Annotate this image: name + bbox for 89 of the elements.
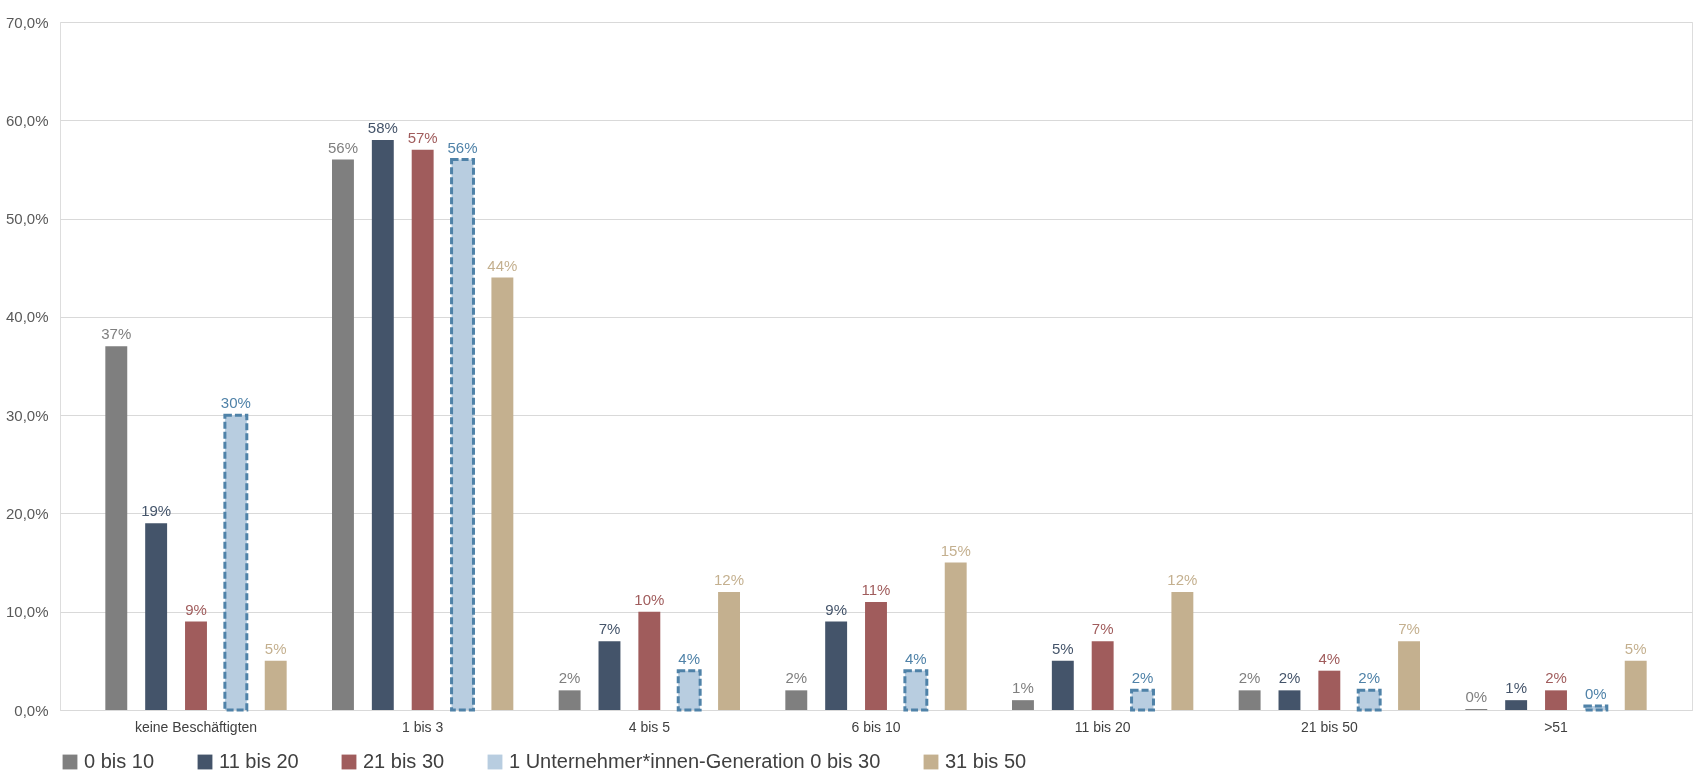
data-label: 44% [487,256,518,274]
data-label: 9% [185,600,207,618]
data-label: 12% [714,571,745,589]
bar [1545,690,1567,710]
bar [145,523,168,710]
bar [371,139,394,710]
bar [558,690,581,710]
data-label: 58% [367,118,398,136]
data-label: 2% [1358,669,1381,687]
data-label: 2% [785,669,808,687]
data-label: 5% [264,639,287,657]
bar [1171,592,1194,710]
legend-label: 11 bis 20 [219,750,299,772]
data-label: 7% [1091,620,1114,638]
x-tick-label: 1 bis 3 [402,718,444,735]
y-tick-label: 0,0% [14,701,49,719]
legend-label: 21 bis 30 [363,750,445,772]
bar [105,346,128,710]
legend-label: 0 bis 10 [84,750,155,772]
data-label: 0% [1585,685,1607,703]
bar [332,159,354,710]
data-label: 1% [1012,679,1034,697]
x-tick-label: 6 bis 10 [851,718,901,735]
data-label: 2% [1238,669,1261,687]
bar [676,669,702,712]
data-label: 4% [1318,649,1341,667]
bar [1505,700,1528,710]
bar [1398,641,1420,710]
data-label: 1% [1505,679,1527,697]
bar [825,621,848,710]
x-tick-label: 4 bis 5 [628,718,671,735]
bar [1091,641,1114,710]
data-label: 2% [1278,669,1301,687]
bar [1051,660,1074,710]
bar [450,158,475,712]
data-label: 12% [1167,571,1198,589]
data-label: 5% [1051,639,1074,657]
data-label: 19% [141,502,172,520]
data-label: 2% [1131,669,1154,687]
bar [491,277,514,710]
data-label: 0% [1465,688,1488,706]
data-label: 9% [825,600,847,618]
y-tick-label: 30,0% [5,406,49,424]
data-label: 5% [1624,639,1647,657]
data-label: 7% [598,620,621,638]
data-label: 7% [1398,620,1420,638]
bar [903,669,929,712]
data-label: 37% [101,325,132,343]
legend-label: 1 Unternehmer*innen-Generation 0 bis 30 [509,750,881,772]
bar [785,690,808,710]
y-tick-label: 70,0% [5,13,49,31]
data-label: 10% [634,590,665,608]
y-tick-label: 20,0% [5,504,49,522]
bar [223,413,249,712]
bar [1278,690,1301,710]
bar [718,592,740,710]
data-label: 30% [220,394,251,412]
data-label: 4% [678,649,701,667]
data-label: 2% [1545,669,1567,687]
bar [264,660,287,710]
x-tick-label: >51 [1544,718,1569,735]
data-label: 11% [861,580,891,598]
data-label: 2% [558,669,581,687]
bar [944,562,967,710]
y-tick-label: 40,0% [5,308,49,326]
x-tick-label: keine Beschäftigten [134,718,258,735]
y-tick-label: 50,0% [5,210,49,228]
data-label: 15% [940,541,971,559]
bar [1356,688,1382,712]
data-label: 4% [905,649,927,667]
bar [1130,688,1155,712]
y-tick-label: 10,0% [5,603,49,621]
y-tick-label: 60,0% [5,111,49,129]
bar [638,611,661,710]
bar [185,621,207,710]
bar [1624,660,1647,710]
data-label: 56% [327,138,358,156]
bar [1318,670,1341,710]
legend-label: 31 bis 50 [945,750,1027,772]
data-label: 57% [407,128,438,146]
bar [865,601,887,710]
bar [598,641,621,710]
data-label: 56% [447,138,478,156]
bar [1012,700,1034,710]
x-tick-label: 11 bis 20 [1074,718,1131,735]
bar [1238,690,1261,710]
bar [411,149,434,710]
x-tick-label: 21 bis 50 [1300,718,1358,735]
bar [1583,704,1609,712]
